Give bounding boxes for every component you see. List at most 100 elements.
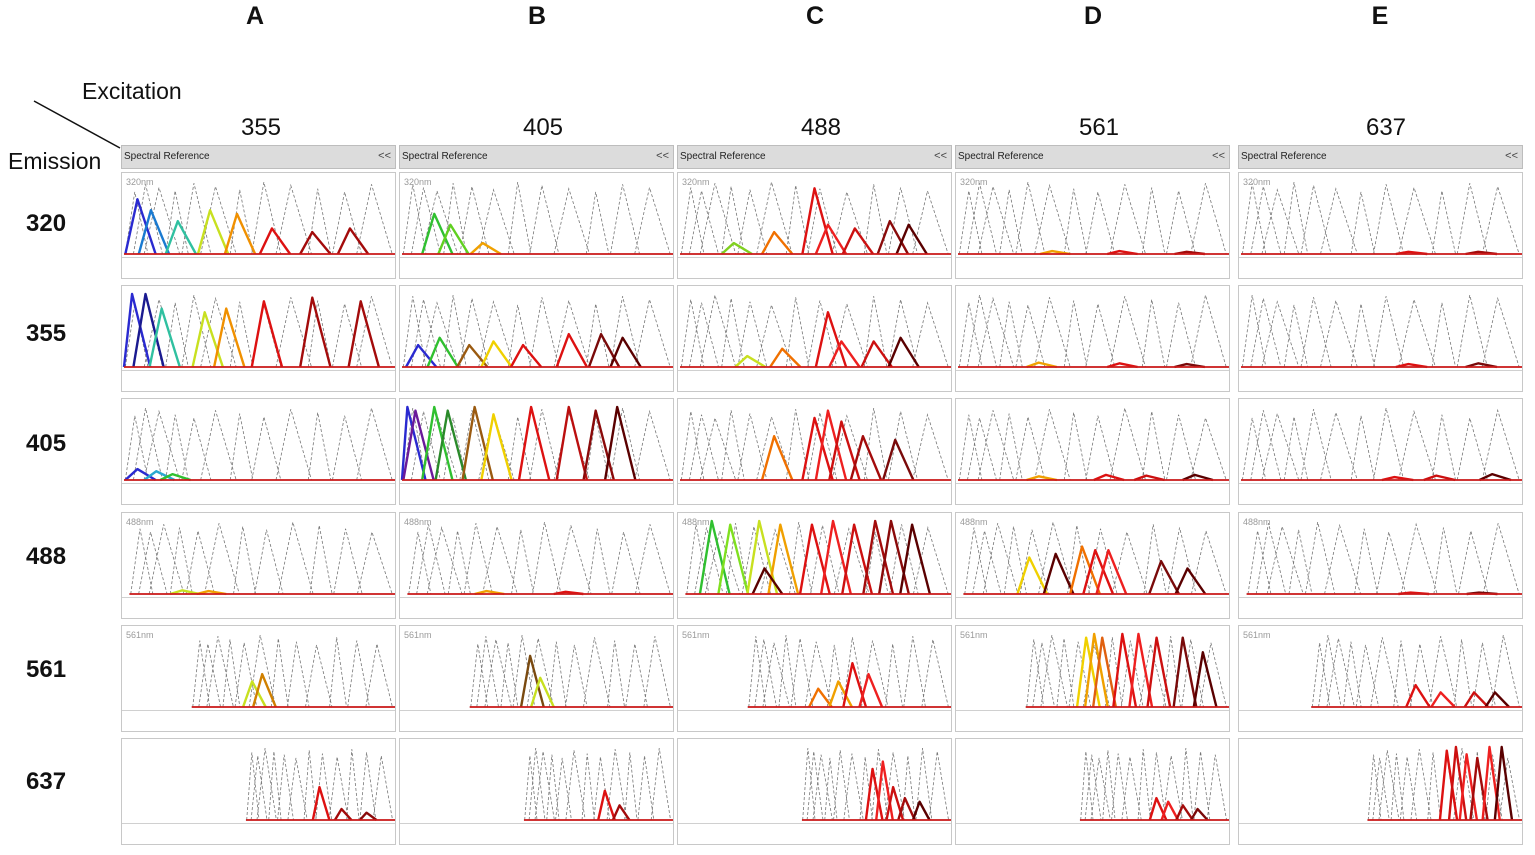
spectral-panel-405-488: 488nm bbox=[399, 512, 674, 619]
reference-spectrum bbox=[699, 183, 737, 255]
reference-spectrum bbox=[124, 303, 149, 368]
reference-spectrum bbox=[1354, 528, 1378, 595]
reference-spectrum bbox=[585, 415, 610, 481]
reference-spectrum bbox=[416, 524, 446, 595]
collapse-button[interactable]: << bbox=[1505, 150, 1518, 162]
highlighted-spectrum bbox=[720, 241, 753, 256]
reference-spectrum bbox=[861, 640, 889, 708]
reference-spectrum bbox=[1180, 748, 1194, 821]
reference-spectrum bbox=[721, 186, 745, 255]
spectral-panel-561-637 bbox=[955, 738, 1230, 845]
reference-spectrum bbox=[1431, 414, 1456, 481]
reference-spectrum bbox=[977, 410, 1015, 481]
reference-spectrum bbox=[1320, 299, 1358, 368]
collapse-button[interactable]: << bbox=[934, 150, 947, 162]
highlighted-spectrum bbox=[746, 519, 779, 595]
reference-spectrum bbox=[721, 298, 745, 368]
reference-spectrum bbox=[1162, 755, 1183, 821]
panel-footer-strip bbox=[1239, 823, 1522, 844]
reference-spectrum bbox=[1324, 523, 1362, 595]
collapse-button[interactable]: << bbox=[1212, 150, 1225, 162]
reference-spectrum bbox=[1472, 642, 1496, 708]
highlighted-spectrum bbox=[875, 760, 894, 821]
panel-wavelength-label: 488nm bbox=[682, 517, 710, 527]
reference-spectrum bbox=[1481, 296, 1520, 368]
spectral-panel-561-405 bbox=[955, 398, 1230, 505]
spectral-reference-title: Spectral Reference bbox=[958, 151, 1044, 162]
reference-spectrum bbox=[826, 644, 845, 708]
spectral-plot bbox=[680, 408, 951, 481]
reference-spectrum bbox=[1199, 642, 1227, 708]
reference-spectrum bbox=[305, 644, 333, 708]
reference-spectrum bbox=[680, 187, 705, 255]
spectral-panel-637-320: 320nm bbox=[1238, 172, 1523, 279]
highlighted-spectrum bbox=[426, 336, 459, 368]
reference-spectrum bbox=[790, 638, 814, 708]
collapse-button[interactable]: << bbox=[656, 150, 669, 162]
spectral-reference-title: Spectral Reference bbox=[402, 151, 488, 162]
reference-spectrum bbox=[402, 296, 427, 368]
highlighted-spectrum bbox=[359, 811, 378, 821]
reference-spectrum bbox=[1026, 639, 1045, 708]
reference-spectrum bbox=[1111, 530, 1148, 595]
reference-spectrum bbox=[248, 635, 277, 708]
reference-spectrum bbox=[1376, 531, 1407, 595]
highlighted-spectrum bbox=[1465, 362, 1498, 369]
reference-spectrum bbox=[476, 636, 499, 708]
reference-spectrum bbox=[1433, 527, 1458, 595]
highlighted-spectrum bbox=[862, 519, 895, 595]
reference-spectrum bbox=[332, 191, 362, 255]
reference-spectrum bbox=[610, 184, 640, 255]
spectral-panel-488-561: 561nm bbox=[677, 625, 952, 732]
reference-spectrum bbox=[1181, 639, 1204, 708]
highlighted-spectrum bbox=[734, 354, 767, 369]
highlighted-spectrum bbox=[250, 300, 284, 368]
reference-spectrum bbox=[347, 640, 370, 708]
panel-wavelength-label: 320nm bbox=[960, 177, 988, 187]
reference-spectrum bbox=[332, 303, 362, 368]
reference-spectrum bbox=[689, 414, 719, 481]
reference-spectrum bbox=[785, 297, 810, 368]
reference-spectrum bbox=[967, 417, 997, 481]
reference-spectrum bbox=[169, 527, 193, 595]
reference-spectrum bbox=[958, 302, 983, 368]
reference-spectrum bbox=[833, 750, 850, 821]
reference-spectrum bbox=[1283, 416, 1309, 481]
collapse-button[interactable]: << bbox=[378, 150, 391, 162]
reference-spectrum bbox=[1373, 296, 1405, 368]
emission-axis-label: Emission bbox=[8, 148, 102, 174]
spectral-plot bbox=[680, 181, 951, 256]
reference-spectrum bbox=[802, 748, 816, 821]
spectral-plot bbox=[1367, 745, 1522, 821]
reference-spectrum bbox=[1040, 635, 1068, 708]
reference-spectrum bbox=[555, 525, 592, 595]
reference-spectrum bbox=[130, 528, 154, 595]
reference-spectrum bbox=[1120, 640, 1144, 708]
highlighted-spectrum bbox=[480, 413, 513, 481]
panel-footer-strip bbox=[678, 823, 951, 844]
highlighted-spectrum bbox=[421, 212, 454, 255]
reference-spectrum bbox=[1458, 530, 1489, 595]
reference-spectrum bbox=[625, 643, 648, 708]
highlighted-spectrum bbox=[1381, 475, 1414, 482]
emission-637: 637 bbox=[26, 768, 67, 795]
reference-spectrum bbox=[1250, 186, 1282, 255]
spectral-panel-405-320: 320nm bbox=[399, 172, 674, 279]
reference-spectrum bbox=[999, 301, 1023, 368]
reference-spectrum bbox=[459, 410, 490, 481]
emission-320: 320 bbox=[26, 210, 67, 237]
reference-spectrum bbox=[680, 411, 705, 481]
reference-spectrum bbox=[583, 637, 611, 708]
reference-spectrum bbox=[1370, 637, 1399, 708]
reference-spectrum bbox=[565, 750, 586, 821]
spectral-plot bbox=[958, 294, 1229, 369]
reference-spectrum bbox=[888, 187, 918, 255]
reference-spectrum bbox=[234, 642, 258, 708]
highlighted-spectrum bbox=[814, 311, 848, 368]
highlighted-spectrum bbox=[456, 343, 489, 368]
reference-spectrum bbox=[356, 407, 393, 481]
reference-spectrum bbox=[1300, 409, 1332, 481]
panel-footer-strip bbox=[400, 823, 673, 844]
panel-footer-strip bbox=[956, 597, 1229, 618]
spectral-panel-405-561: 561nm bbox=[399, 625, 674, 732]
